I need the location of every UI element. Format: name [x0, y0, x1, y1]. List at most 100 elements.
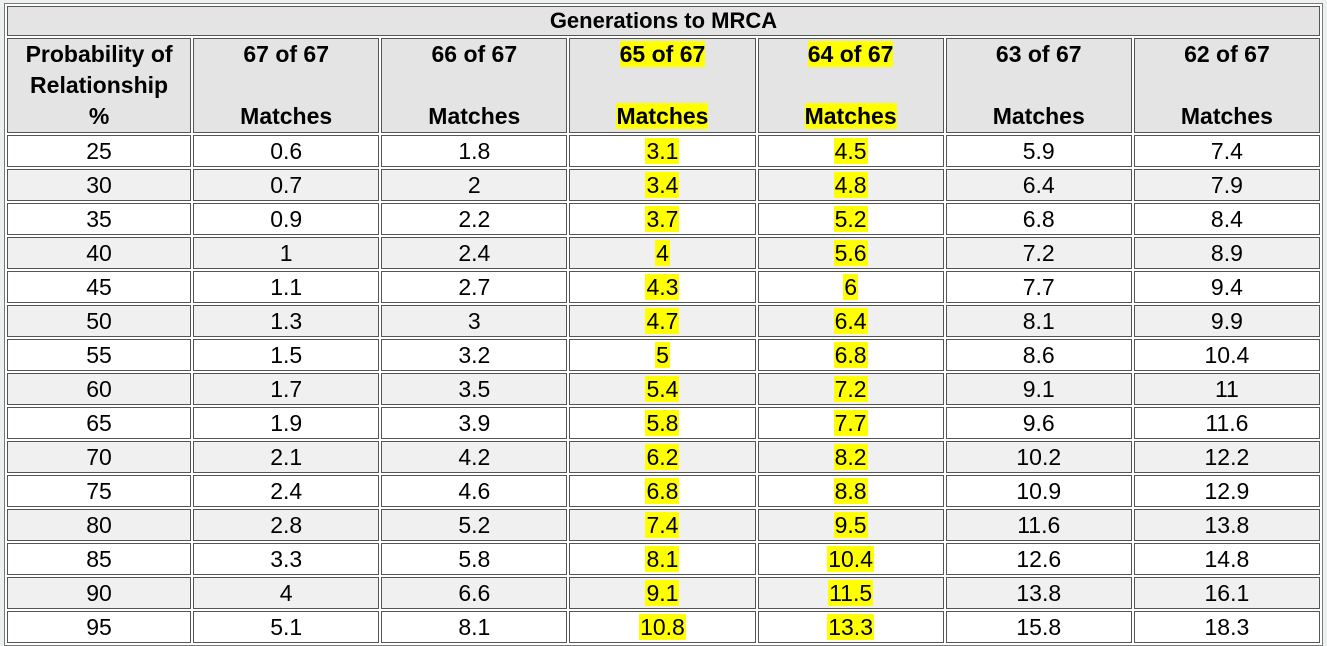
generations-cell: 11	[1133, 373, 1320, 405]
cell-value: 6.8	[1022, 206, 1055, 232]
cell-value: 13.3	[827, 614, 874, 640]
generations-cell: 2.4	[193, 475, 380, 507]
cell-value: 1	[279, 240, 293, 266]
generations-cell: 0.6	[193, 135, 380, 167]
cell-value: 8.2	[833, 444, 868, 470]
cell-value: 7.7	[1022, 274, 1055, 300]
generations-cell: 13.8	[1133, 509, 1320, 541]
column-header-label: Matches	[759, 101, 943, 132]
cell-value: 5.8	[458, 546, 491, 572]
generations-cell: 7.2	[945, 237, 1132, 269]
cell-value: 7.4	[645, 512, 680, 538]
column-header-count-text: 64 of 67	[807, 41, 894, 67]
cell-value: 4	[279, 580, 293, 606]
cell-value: 13.8	[1016, 580, 1062, 606]
generations-cell: 7.4	[1133, 135, 1320, 167]
cell-value: 85	[86, 546, 112, 572]
column-header-count-text: 63 of 67	[995, 41, 1082, 67]
generations-cell: 1.5	[193, 339, 380, 371]
generations-cell: 1.3	[193, 305, 380, 337]
generations-cell: 10.4	[757, 543, 944, 575]
cell-value: 14.8	[1204, 546, 1250, 572]
generations-cell: 5.6	[757, 237, 944, 269]
table-row: 80 2.8 5.2 7.4 9.5 11.6 13.8	[7, 509, 1320, 541]
generations-cell: 10.4	[1133, 339, 1320, 371]
cell-value: 8.6	[1022, 342, 1055, 368]
cell-value: 7.2	[1022, 240, 1055, 266]
generations-cell: 1.8	[381, 135, 568, 167]
generations-cell: 9.5	[757, 509, 944, 541]
generations-cell: 12.9	[1133, 475, 1320, 507]
cell-value: 2.4	[458, 240, 491, 266]
generations-cell: 4	[193, 577, 380, 609]
generations-cell: 5.2	[757, 203, 944, 235]
column-header-label: Matches	[382, 101, 566, 132]
cell-value: 3.3	[270, 546, 303, 572]
cell-value: 7.2	[833, 376, 868, 402]
generations-cell: 5.8	[381, 543, 568, 575]
cell-value: 3.9	[458, 410, 491, 436]
cell-value: 1.7	[270, 376, 303, 402]
header-probability-line-1: Probability of	[25, 41, 173, 67]
cell-value: 5.1	[270, 614, 303, 640]
cell-value: 11	[1214, 376, 1239, 402]
cell-value: 65	[86, 410, 112, 436]
table-row: 75 2.4 4.6 6.8 8.8 10.9 12.9	[7, 475, 1320, 507]
column-header-count-text: 62 of 67	[1184, 41, 1270, 67]
table-row: 65 1.9 3.9 5.8 7.7 9.6 11.6	[7, 407, 1320, 439]
cell-value: 8.8	[833, 478, 868, 504]
generations-cell: 1.1	[193, 271, 380, 303]
cell-value: 75	[86, 478, 112, 504]
cell-value: 30	[86, 172, 112, 198]
probability-cell: 45	[7, 271, 192, 303]
column-header: 66 of 67 Matches	[381, 38, 568, 133]
generations-cell: 9.9	[1133, 305, 1320, 337]
cell-value: 7.9	[1210, 172, 1243, 198]
cell-value: 6.4	[1022, 172, 1055, 198]
cell-value: 4.7	[645, 308, 680, 334]
generations-cell: 5.9	[945, 135, 1132, 167]
column-header-count-text: 66 of 67	[431, 41, 518, 67]
column-header-spacer	[382, 70, 566, 101]
cell-value: 50	[86, 308, 112, 334]
generations-cell: 3.1	[569, 135, 756, 167]
column-header-spacer	[194, 70, 378, 101]
generations-cell: 7.7	[945, 271, 1132, 303]
probability-cell: 35	[7, 203, 192, 235]
cell-value: 60	[86, 376, 112, 402]
cell-value: 4.5	[833, 138, 868, 164]
cell-value: 8.1	[1022, 308, 1055, 334]
cell-value: 9.1	[1022, 376, 1055, 402]
cell-value: 10.4	[827, 546, 874, 572]
cell-value: 15.8	[1016, 614, 1062, 640]
column-header-spacer	[947, 70, 1131, 101]
generations-cell: 8.4	[1133, 203, 1320, 235]
cell-value: 25	[86, 138, 112, 164]
cell-value: 1.8	[458, 138, 491, 164]
cell-value: 3.5	[458, 376, 491, 402]
cell-value: 2.8	[270, 512, 303, 538]
cell-value: 10.4	[1204, 342, 1250, 368]
generations-cell: 16.1	[1133, 577, 1320, 609]
generations-cell: 1	[193, 237, 380, 269]
generations-cell: 7.7	[757, 407, 944, 439]
generations-cell: 8.8	[757, 475, 944, 507]
generations-cell: 6.4	[757, 305, 944, 337]
generations-cell: 12.6	[945, 543, 1132, 575]
cell-value: 16.1	[1204, 580, 1250, 606]
table-title: Generations to MRCA	[7, 6, 1320, 36]
generations-cell: 8.1	[381, 611, 568, 643]
cell-value: 0.6	[270, 138, 303, 164]
generations-cell: 7.2	[757, 373, 944, 405]
generations-cell: 10.8	[569, 611, 756, 643]
cell-value: 5.8	[645, 410, 680, 436]
cell-value: 2.2	[458, 206, 491, 232]
column-header-label: Matches	[194, 101, 378, 132]
probability-cell: 65	[7, 407, 192, 439]
table-body: 25 0.6 1.8 3.1 4.5 5.9 7.4 30 0.7 2 3.4 4.8 6.4 7.9 35…	[7, 135, 1320, 643]
column-header-label: Matches	[947, 101, 1131, 132]
generations-cell: 7.4	[569, 509, 756, 541]
table-row: 60 1.7 3.5 5.4 7.2 9.1 11	[7, 373, 1320, 405]
generations-cell: 2.7	[381, 271, 568, 303]
cell-value: 80	[86, 512, 112, 538]
